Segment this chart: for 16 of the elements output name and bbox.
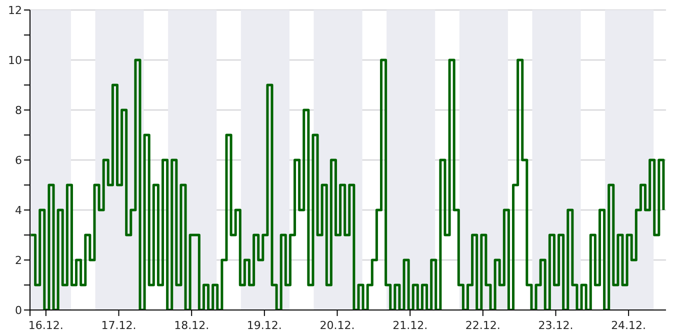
y-tick-label: 10 [8,54,22,67]
x-tick-label: 24.12. [611,319,646,330]
y-tick-label: 8 [15,104,22,117]
x-tick-label: 20.12. [320,319,355,330]
x-tick-label: 17.12. [101,319,136,330]
x-tick-label: 19.12. [246,319,282,330]
x-tick-label: 21.12. [392,319,428,330]
x-tick-label: 22.12. [465,319,500,330]
y-tick-label: 6 [15,154,22,167]
x-tick-label: 16.12. [28,319,64,330]
y-tick-label: 12 [8,4,22,17]
x-tick-label: 18.12. [174,319,210,330]
y-tick-label: 0 [15,304,22,317]
x-tick-label: 23.12. [538,319,574,330]
y-tick-label: 2 [15,254,22,267]
y-tick-label: 4 [15,204,22,217]
